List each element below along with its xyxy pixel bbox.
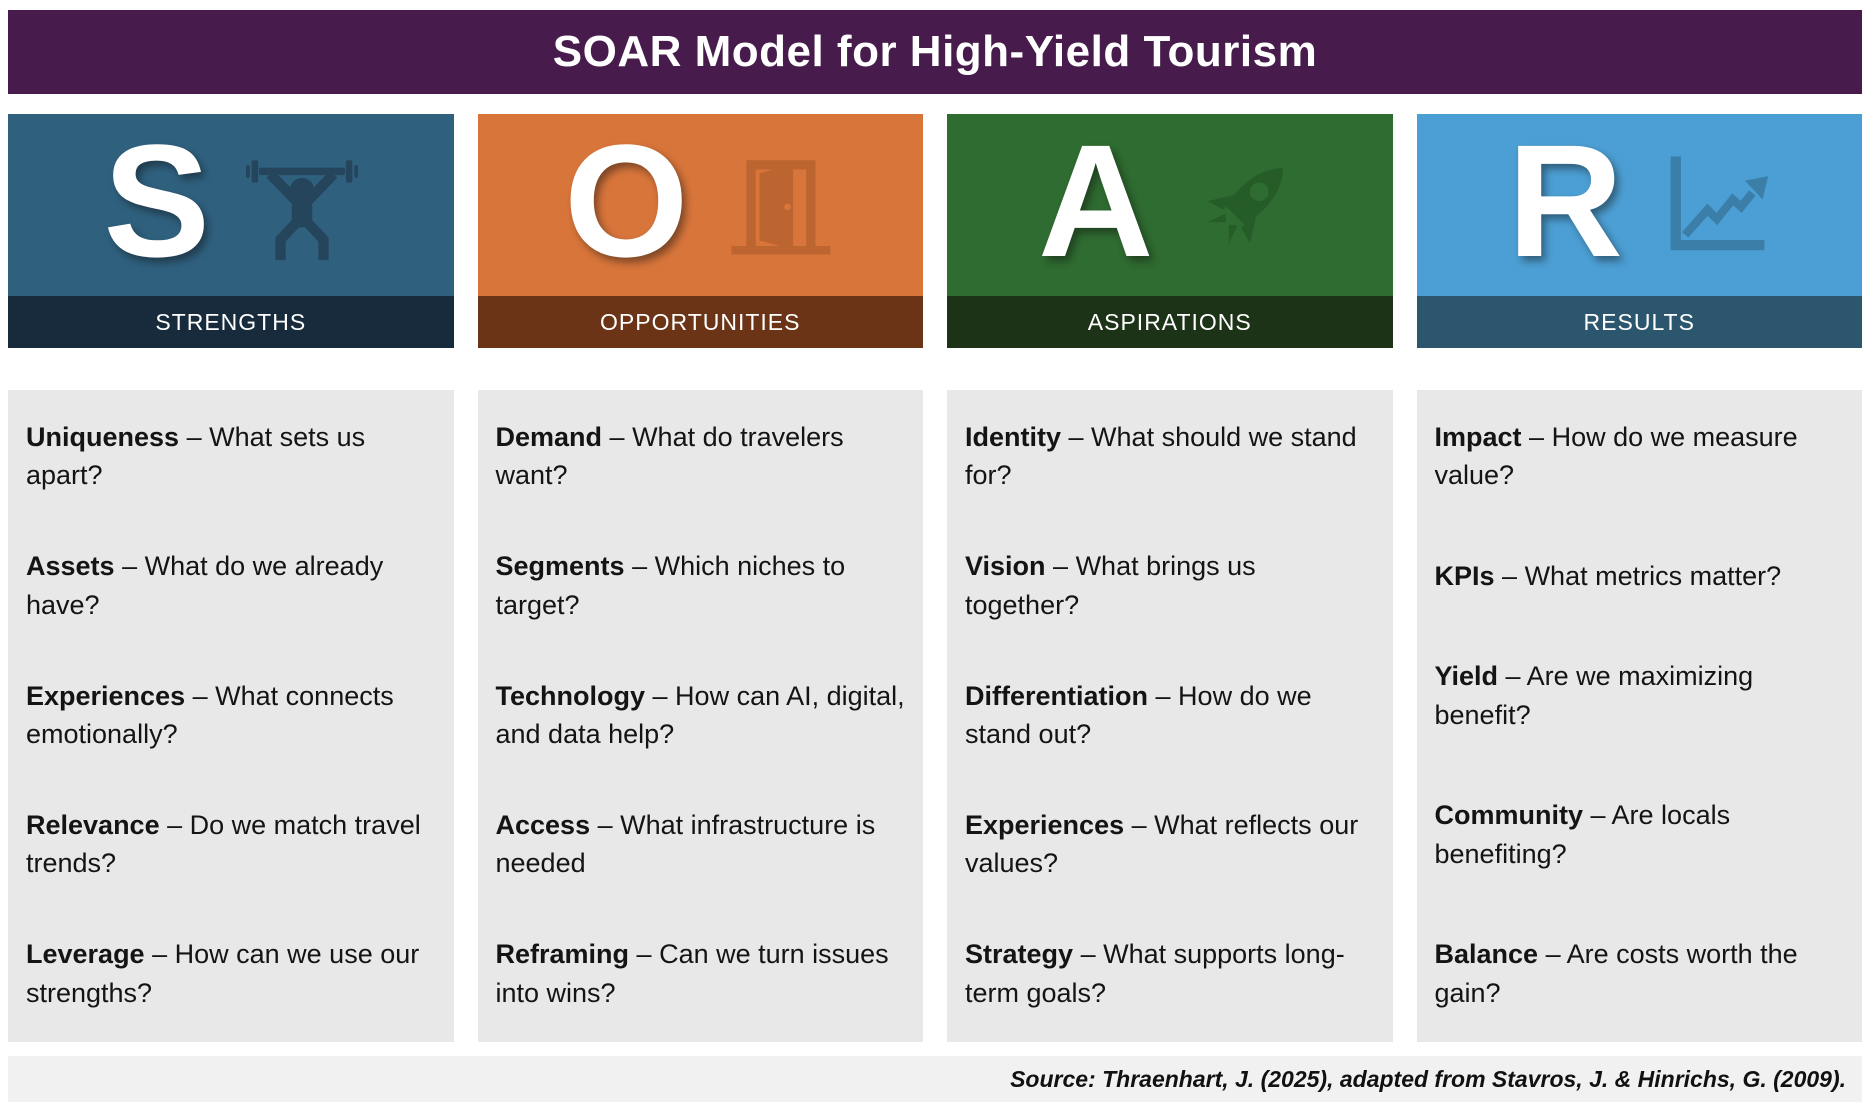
strengths-label-bar: STRENGTHS: [8, 296, 454, 348]
aspirations-label-bar: ASPIRATIONS: [947, 296, 1393, 348]
list-item: KPIs – What metrics matter?: [1434, 560, 1782, 591]
column-header-row: S: [8, 114, 1862, 348]
rocket-icon: [1190, 141, 1302, 269]
list-item: Yield – Are we maximizing benefit?: [1434, 661, 1754, 730]
growth-chart-icon: [1659, 141, 1771, 269]
list-item: Relevance – Do we match travel trends?: [26, 809, 421, 879]
column-label: STRENGTHS: [155, 308, 307, 335]
column-header-aspirations: A ASPIRATIONS: [947, 114, 1393, 348]
title-bar: SOAR Model for High-Yield Tourism: [8, 10, 1862, 94]
content-row: Uniqueness – What sets us apart? Assets …: [8, 390, 1862, 1042]
list-item: Leverage – How can we use our strengths?: [26, 939, 420, 1008]
column-label: OPPORTUNITIES: [600, 308, 801, 335]
list-item: Community – Are locals benefiting?: [1434, 800, 1731, 869]
letter-r: R: [1507, 111, 1624, 290]
list-item: Access – What infrastructure is needed: [495, 809, 876, 879]
list-item: Segments – Which niches to target?: [495, 551, 846, 620]
column-header-strengths: S: [8, 114, 454, 348]
list-item: Strategy – What supports long-term goals…: [965, 939, 1345, 1008]
weightlifter-icon: [246, 141, 359, 269]
page-title: SOAR Model for High-Yield Tourism: [552, 27, 1318, 76]
list-item: Assets – What do we already have?: [26, 551, 384, 620]
column-label: ASPIRATIONS: [1087, 308, 1252, 335]
opportunities-letter-area: O: [478, 114, 924, 296]
results-letter-area: R: [1417, 114, 1863, 296]
list-item: Identity – What should we stand for?: [965, 422, 1357, 491]
source-text: Source: Thraenhart, J. (2025), adapted f…: [1010, 1065, 1846, 1092]
aspirations-content-box: Identity – What should we stand for? Vis…: [947, 390, 1393, 1042]
list-item: Uniqueness – What sets us apart?: [26, 422, 366, 491]
list-item: Vision – What brings us together?: [965, 551, 1256, 620]
letter-s: S: [103, 111, 211, 290]
list-item: Experiences – What reflects our values?: [965, 809, 1359, 879]
list-item: Differentiation – How do we stand out?: [965, 680, 1312, 749]
column-label: RESULTS: [1583, 308, 1695, 335]
list-item: Impact – How do we measure value?: [1434, 422, 1798, 491]
list-item: Balance – Are costs worth the gain?: [1434, 939, 1798, 1008]
source-bar: Source: Thraenhart, J. (2025), adapted f…: [8, 1056, 1862, 1102]
results-label-bar: RESULTS: [1416, 296, 1862, 348]
column-header-opportunities: O OPPORTUNITIES: [477, 114, 924, 348]
letter-a: A: [1037, 111, 1154, 290]
open-door-icon: [724, 141, 836, 269]
strengths-content-box: Uniqueness – What sets us apart? Assets …: [8, 390, 454, 1042]
opportunities-label-bar: OPPORTUNITIES: [477, 296, 923, 348]
list-item: Reframing – Can we turn issues into wins…: [495, 939, 889, 1008]
list-item: Experiences – What connects emotionally?: [26, 680, 394, 749]
column-header-results: R RESULTS: [1416, 114, 1863, 348]
list-item: Demand – What do travelers want?: [495, 422, 844, 491]
list-item: Technology – How can AI, digital, and da…: [495, 680, 905, 749]
aspirations-letter-area: A: [947, 114, 1393, 296]
results-content-box: Impact – How do we measure value? KPIs –…: [1416, 390, 1862, 1042]
letter-o: O: [564, 111, 689, 290]
opportunities-content-box: Demand – What do travelers want? Segment…: [477, 390, 923, 1042]
strengths-letter-area: S: [8, 114, 454, 296]
